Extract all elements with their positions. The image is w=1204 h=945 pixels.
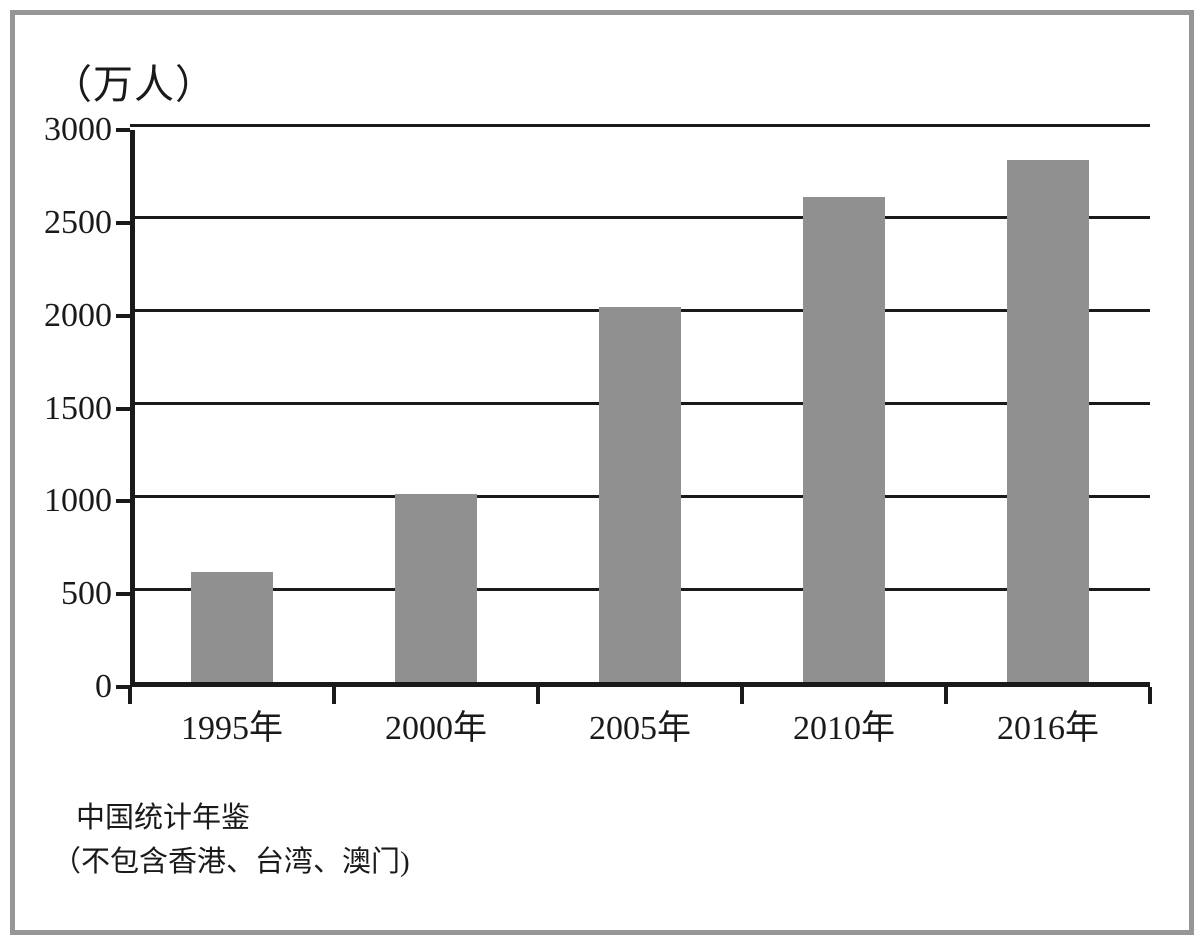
x-axis-tick-label: 1995年 — [181, 710, 283, 747]
x-axis-tick — [1148, 687, 1152, 704]
bar-2016年 — [1007, 160, 1089, 682]
y-axis-tick — [116, 128, 130, 132]
y-axis-tick-label: 2000 — [44, 296, 112, 334]
x-axis-tick — [944, 687, 948, 704]
x-axis-tick — [128, 687, 132, 704]
y-axis-tick — [116, 499, 130, 504]
y-axis-tick — [116, 592, 130, 597]
bar-2005年 — [599, 306, 681, 682]
source-scope-note: （不包含香港、台湾、澳门) — [52, 846, 410, 878]
x-axis-tick-label: 2000年 — [385, 710, 487, 747]
x-axis-tick-label: 2016年 — [997, 710, 1099, 747]
x-axis-tick-label: 2010年 — [793, 710, 895, 747]
bar-1995年 — [191, 572, 273, 682]
y-axis-tick-label: 1500 — [44, 389, 112, 427]
source-note: 中国统计年鉴 （不包含香港、台湾、澳门) — [52, 796, 410, 884]
y-axis-tick — [116, 313, 130, 318]
x-axis-tick — [536, 687, 540, 704]
y-axis-tick — [116, 685, 130, 689]
y-axis-tick-label: 0 — [95, 668, 112, 705]
x-axis-tick — [740, 687, 744, 704]
gridline — [130, 123, 1150, 127]
y-axis-unit-label: （万人） — [52, 62, 216, 107]
y-axis-tick — [116, 220, 130, 225]
bar-2010年 — [803, 197, 885, 682]
plot-area — [130, 123, 1150, 687]
y-axis-tick-label: 1000 — [44, 482, 112, 520]
bar-2000年 — [395, 494, 477, 682]
x-axis-tick-label: 2005年 — [589, 710, 691, 747]
gridline — [130, 216, 1150, 220]
y-axis-tick-label: 3000 — [44, 111, 112, 148]
y-axis-tick-label: 500 — [61, 575, 112, 613]
source-title: 中国统计年鉴 — [76, 802, 251, 834]
y-axis-tick — [116, 406, 130, 411]
y-axis-tick-label: 2500 — [44, 203, 112, 241]
x-axis-tick — [332, 687, 336, 704]
